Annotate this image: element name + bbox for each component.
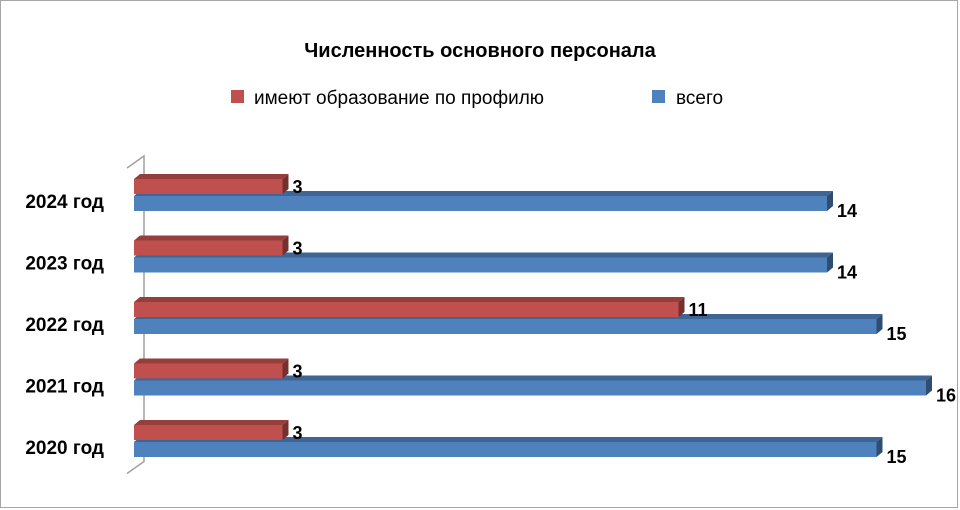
bar-end-face bbox=[282, 174, 289, 194]
bar-total bbox=[134, 191, 833, 211]
bar-end-face bbox=[827, 252, 833, 273]
bar-end-face bbox=[926, 375, 932, 396]
bar-top-face bbox=[134, 235, 289, 241]
bar-front-face bbox=[134, 380, 926, 396]
bar-end-face bbox=[282, 358, 289, 379]
category-label: 2020 год bbox=[25, 438, 104, 459]
data-label-profile: 11 bbox=[689, 300, 708, 320]
bar-total bbox=[134, 252, 833, 273]
bar-profile bbox=[134, 358, 289, 379]
chart-legend: имеют образование по профилю всего bbox=[231, 88, 723, 109]
data-label-total: 14 bbox=[837, 263, 857, 283]
legend-swatch-profile bbox=[231, 90, 244, 103]
bar-end-face bbox=[282, 235, 289, 256]
bar-profile bbox=[134, 174, 289, 194]
bar-profile bbox=[134, 420, 289, 440]
data-label-total: 14 bbox=[837, 201, 857, 221]
category-label: 2023 год bbox=[25, 254, 104, 275]
plot-area: 14 3 14 3 15 11 16 3 15 3 bbox=[134, 174, 956, 467]
chart-title: Численность основного персонала bbox=[304, 40, 656, 62]
legend-label-profile: имеют образование по профилю bbox=[254, 88, 544, 109]
category-axis: 2024 год 2023 год 2022 год 2021 год 2020 год bbox=[25, 154, 145, 475]
bar-top-face bbox=[134, 358, 289, 364]
bar-front-face bbox=[134, 240, 283, 256]
bar-profile bbox=[134, 235, 289, 256]
data-label-profile: 3 bbox=[293, 423, 303, 443]
bar-front-face bbox=[134, 425, 283, 440]
bar-end-face bbox=[827, 191, 833, 211]
data-label-profile: 3 bbox=[293, 362, 303, 382]
bar-total bbox=[134, 375, 932, 396]
bar-top-face bbox=[134, 297, 685, 302]
bar-top-face bbox=[134, 437, 883, 442]
bar-front-face bbox=[134, 363, 283, 379]
bar-front-face bbox=[134, 442, 877, 457]
category-label: 2021 год bbox=[25, 377, 104, 398]
bar-top-face bbox=[134, 174, 289, 179]
bar-front-face bbox=[134, 319, 877, 334]
bar-profile bbox=[134, 297, 685, 317]
data-label-profile: 3 bbox=[293, 177, 303, 197]
bar-top-face bbox=[134, 420, 289, 425]
legend-label-total: всего bbox=[676, 88, 723, 109]
bar-end-face bbox=[876, 314, 883, 334]
bar-front-face bbox=[134, 257, 827, 273]
bar-end-face bbox=[282, 420, 289, 440]
category-label: 2022 год bbox=[25, 315, 104, 336]
data-label-total: 15 bbox=[887, 447, 907, 467]
bar-total bbox=[134, 437, 883, 457]
bar-top-face bbox=[134, 191, 833, 196]
data-label-total: 15 bbox=[887, 324, 907, 344]
bar-end-face bbox=[678, 297, 685, 317]
bar-end-face bbox=[876, 437, 883, 457]
data-label-profile: 3 bbox=[293, 239, 303, 259]
data-label-total: 16 bbox=[936, 386, 956, 406]
legend-swatch-total bbox=[652, 90, 665, 103]
bar-front-face bbox=[134, 196, 827, 211]
bar-front-face bbox=[134, 179, 283, 194]
category-label: 2024 год bbox=[25, 192, 104, 213]
bar-top-face bbox=[134, 252, 833, 258]
bar-top-face bbox=[134, 375, 932, 381]
bar-front-face bbox=[134, 302, 679, 317]
